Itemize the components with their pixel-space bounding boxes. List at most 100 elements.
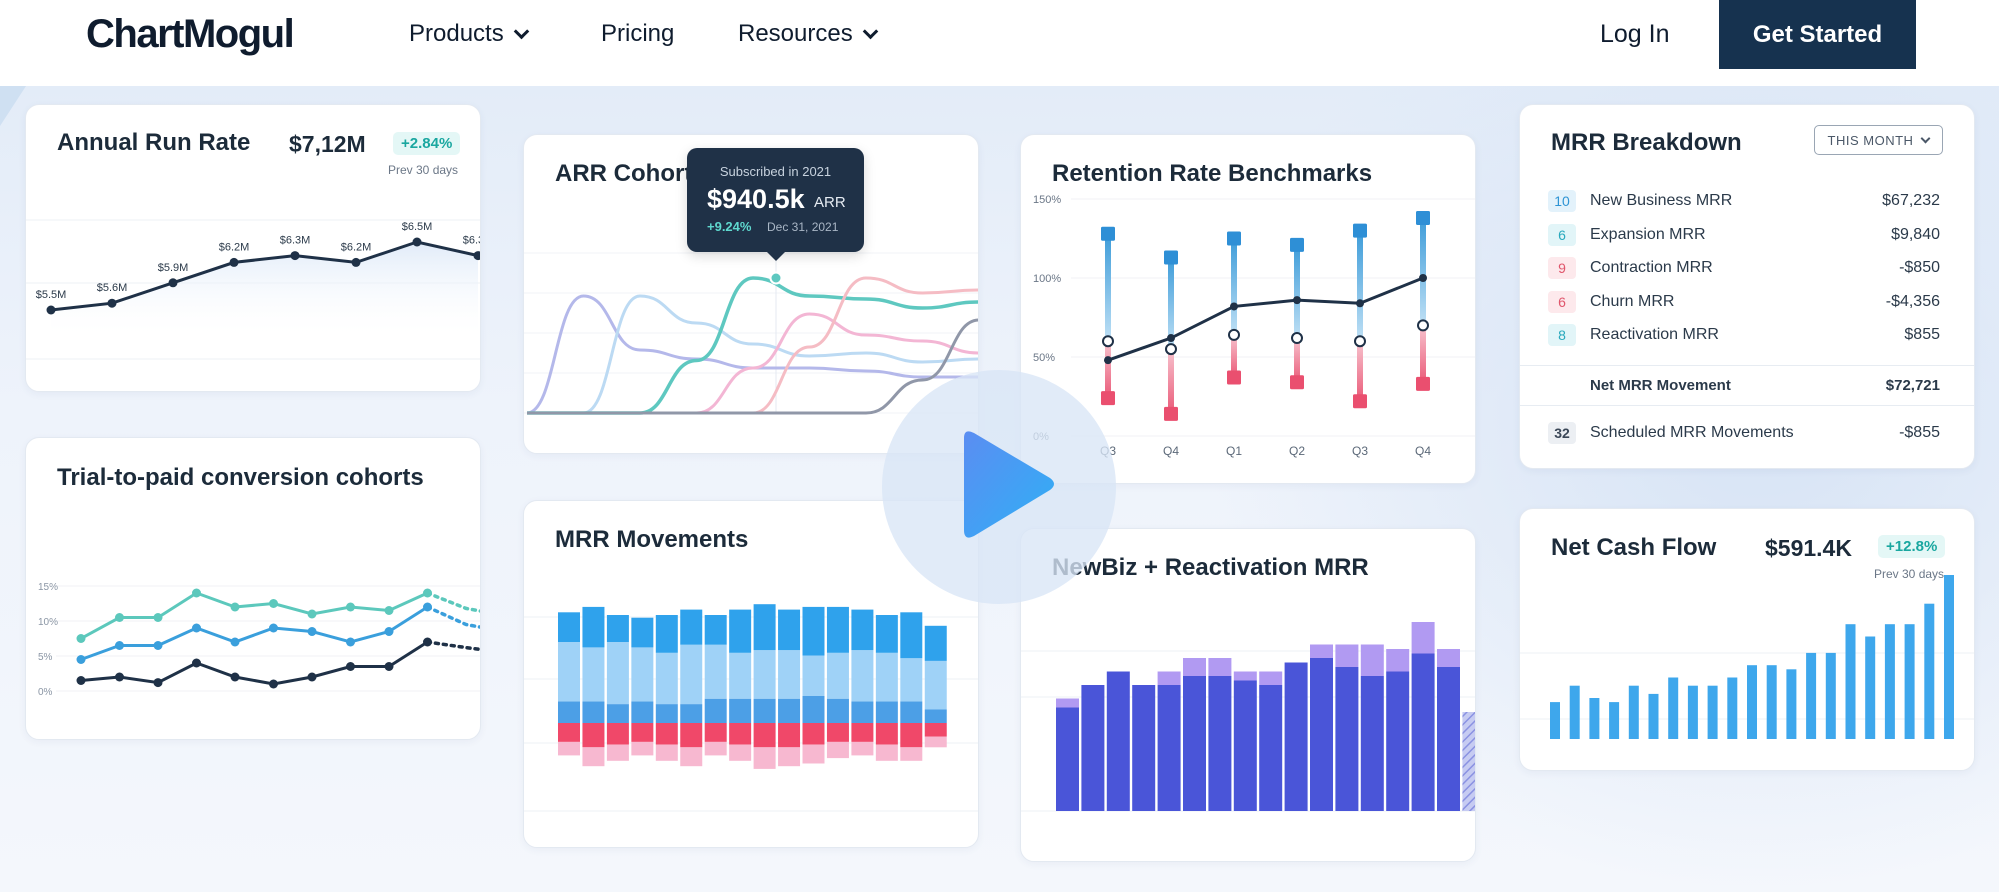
breakdown-value: $67,232 <box>1882 192 1940 209</box>
data-point <box>230 672 240 682</box>
bar-segment <box>558 723 580 742</box>
data-point <box>423 602 432 612</box>
range-upper <box>1231 238 1237 335</box>
low-marker <box>1290 375 1304 390</box>
bar-segment <box>680 609 703 645</box>
bar-segment <box>582 701 605 723</box>
bar-segment <box>900 701 923 723</box>
y-tick-label: 5% <box>38 652 53 663</box>
bar-segment <box>631 701 654 723</box>
data-point <box>307 672 317 682</box>
y-tick-label: 0% <box>38 687 53 698</box>
data-point <box>107 298 117 308</box>
high-marker <box>1353 223 1367 238</box>
chevron-down-icon <box>862 23 878 39</box>
breakdown-value: -$4,356 <box>1885 292 1940 310</box>
high-marker <box>1416 210 1430 225</box>
bar-segment <box>729 744 752 761</box>
x-tick-label: Q1 <box>1226 444 1242 458</box>
count-badge: 32 <box>1548 422 1576 444</box>
cash-flow-bar <box>1904 624 1915 739</box>
cash-flow-bar <box>1628 685 1639 739</box>
reactivation-bar <box>1310 644 1333 658</box>
net-mrr-row[interactable]: Net MRR Movement $72,721 <box>1548 373 1940 397</box>
cohort-tooltip: Subscribed in 2021 $940.5k ARR +9.24% De… <box>687 148 864 261</box>
breakdown-row[interactable]: 10 New Business MRR $67,232 <box>1548 189 1940 213</box>
nav-resources[interactable]: Resources <box>738 20 878 48</box>
card-title: Retention Rate Benchmarks <box>1052 160 1373 187</box>
chartmogul-logo[interactable]: ChartMogul <box>86 12 295 56</box>
bar-segment <box>875 701 898 723</box>
scheduled-mrr-row[interactable]: 32 Scheduled MRR Movements -$855 <box>1548 421 1940 445</box>
reactivation-bar <box>1437 649 1460 667</box>
median-marker <box>1165 343 1177 356</box>
y-tick-label: 10% <box>38 617 58 628</box>
bar-segment <box>558 741 580 756</box>
bar-segment <box>802 744 825 764</box>
cohort-line <box>527 294 978 415</box>
breakdown-row[interactable]: 6 Expansion MRR $9,840 <box>1548 223 1940 247</box>
bar-segment <box>655 744 678 761</box>
bar-segment <box>631 741 654 756</box>
period-dropdown-label: THIS MONTH <box>1827 132 1914 148</box>
get-started-button[interactable]: Get Started <box>1719 0 1916 69</box>
low-marker <box>1227 370 1241 385</box>
cash-flow-bar <box>1747 665 1757 739</box>
bar-segment <box>826 698 849 723</box>
cash-flow-bar <box>1589 698 1600 739</box>
tooltip-change: +9.24% <box>707 219 752 234</box>
divider <box>1520 405 1974 406</box>
divider <box>1520 365 1974 366</box>
newbiz-bar <box>1284 662 1308 811</box>
data-point <box>269 623 278 633</box>
bar-segment <box>802 606 825 656</box>
newbiz-reactivation-card: NewBiz + Reactivation MRR <box>1020 528 1476 862</box>
median-marker <box>1291 332 1303 345</box>
data-point <box>423 588 432 598</box>
bar-segment <box>778 650 801 699</box>
reactivation-bar <box>1360 644 1384 676</box>
data-point <box>384 627 394 636</box>
data-point <box>153 641 163 650</box>
bar-segment <box>655 723 678 745</box>
median-marker <box>1102 335 1114 348</box>
bar-segment <box>900 723 923 748</box>
highlight-point <box>769 271 783 285</box>
bar-segment <box>826 606 849 653</box>
bar-segment <box>753 747 776 769</box>
median-marker <box>1354 335 1366 348</box>
nav-products[interactable]: Products <box>409 20 529 48</box>
newbiz-bar <box>1335 667 1359 811</box>
bar-segment <box>582 647 605 702</box>
x-tick-label: Q2 <box>1289 444 1305 458</box>
data-point <box>473 251 480 261</box>
nav-pricing[interactable]: Pricing <box>601 20 674 48</box>
login-link[interactable]: Log In <box>1600 20 1670 48</box>
annual-run-rate-chart: $5.5M $5.6M $5.9M $6.2M $6.3M $6.2M $6.5M $6.3M <box>26 219 480 360</box>
reactivation-bar <box>1183 658 1206 676</box>
data-label: $6.3M <box>280 235 311 247</box>
bar-segment <box>802 655 825 696</box>
data-point <box>230 637 240 647</box>
bar-segment <box>582 723 605 748</box>
newbiz-bar <box>1081 685 1105 811</box>
period-dropdown[interactable]: THIS MONTH <box>1814 125 1943 155</box>
chevron-down-icon <box>1920 133 1931 143</box>
bar-segment <box>582 606 605 648</box>
bar-segment <box>704 698 727 723</box>
decorative-corner <box>0 86 26 126</box>
bar-segment <box>900 612 923 659</box>
breakdown-value: $9,840 <box>1891 225 1940 243</box>
bar-segment <box>875 723 898 745</box>
breakdown-row[interactable]: 6 Churn MRR -$4,356 <box>1548 290 1940 314</box>
cash-flow-bar <box>1845 624 1856 739</box>
play-video-button[interactable] <box>882 370 1116 604</box>
projection-line <box>425 591 480 613</box>
cash-flow-bar <box>1786 669 1797 739</box>
newbiz-bar <box>1183 676 1206 811</box>
bar-segment <box>606 615 629 642</box>
breakdown-row[interactable]: 8 Reactivation MRR $855 <box>1548 323 1940 347</box>
breakdown-row[interactable]: 9 Contraction MRR -$850 <box>1548 256 1940 280</box>
data-point <box>412 237 422 247</box>
range-lower <box>1168 349 1174 414</box>
